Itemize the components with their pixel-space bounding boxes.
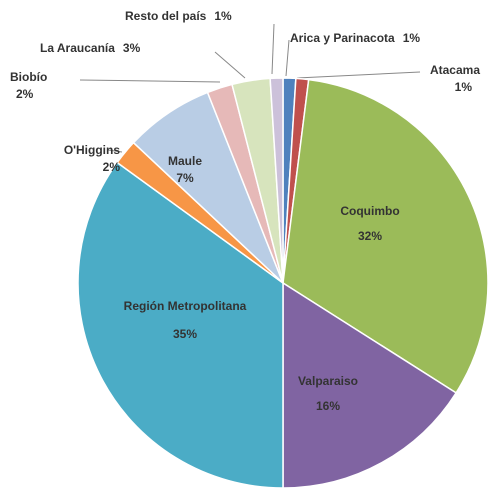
slice-label: Biobío 2% (10, 69, 70, 103)
pie-slice (282, 281, 458, 489)
category-label: O'Higgins (63, 143, 120, 157)
category-label: Resto del país (125, 9, 207, 23)
category-label: La Araucanía (40, 41, 115, 55)
value-label: 3% (122, 41, 141, 55)
value-label: 1% (214, 9, 232, 23)
category-label: Región Metropolitana (123, 299, 247, 313)
slice-label: Resto del país 1% (125, 8, 275, 25)
value-label: 35% (172, 327, 198, 341)
slice-label: Maule 7% (150, 153, 220, 187)
slice-label: Arica y Parinacota 1% (290, 30, 490, 47)
value-label: 2% (102, 160, 120, 174)
leader-line (285, 39, 290, 77)
pie-slice (77, 161, 284, 489)
value-label: 16% (315, 399, 341, 413)
slice-label: O'Higgins 2% (20, 142, 120, 176)
value-label: 1% (402, 31, 421, 45)
category-label: Coquimbo (340, 204, 400, 218)
category-label: Atacama (429, 63, 480, 77)
category-label: Biobío (10, 70, 48, 84)
leader-line (271, 23, 275, 75)
value-label: 7% (176, 171, 194, 185)
slice-label: La Araucanía 3% (40, 40, 210, 57)
value-label: 2% (16, 87, 34, 101)
leader-line (107, 149, 123, 153)
category-label: Maule (167, 154, 202, 168)
leader-lines (79, 23, 421, 153)
slice-label: Región Metropolitana 35% (120, 296, 250, 344)
slice-label: Valparaiso 16% (278, 373, 378, 415)
slice-label: Coquimbo 32% (320, 203, 420, 245)
pie-slice (269, 77, 284, 284)
leader-line (296, 71, 421, 79)
value-label: 1% (454, 80, 472, 94)
leader-line (214, 51, 246, 79)
pie-slice (282, 78, 489, 394)
category-label: Valparaiso (297, 374, 359, 388)
category-label: Arica y Parinacota (290, 31, 395, 45)
leader-line (79, 79, 221, 83)
value-label: 32% (357, 229, 383, 243)
slice-label: Atacama 1% (400, 62, 480, 96)
